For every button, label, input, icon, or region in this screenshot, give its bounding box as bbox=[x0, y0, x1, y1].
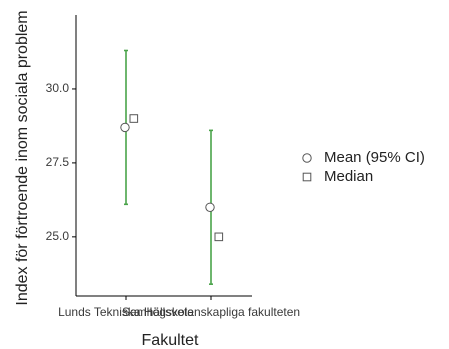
median-point bbox=[214, 232, 224, 242]
legend-median-marker bbox=[302, 172, 312, 182]
y-tick-label: 30.0 bbox=[46, 81, 70, 95]
legend-mean-label: Mean (95% CI) bbox=[324, 149, 425, 166]
x-tick-label: Samhällsvetenskapliga fakulteten bbox=[122, 305, 300, 319]
legend-mean-marker bbox=[302, 153, 312, 163]
mean-point bbox=[120, 122, 130, 133]
y-axis-title: Index för förtroende inom sociala proble… bbox=[14, 10, 31, 305]
x-axis: Lunds Tekniska HögskolaSamhällsvetenskap… bbox=[58, 295, 300, 349]
legend: Mean (95% CI) Median bbox=[302, 149, 425, 185]
x-axis-title: Fakultet bbox=[142, 332, 199, 349]
x-tick-label: Lunds Tekniska Högskola bbox=[58, 305, 194, 319]
y-tick-label: 25.0 bbox=[46, 229, 70, 243]
mean-point bbox=[205, 202, 215, 212]
legend-median-label: Median bbox=[324, 168, 373, 185]
y-axis: 25.0 27.5 30.0 Index för förtroende inom s… bbox=[14, 10, 77, 306]
median-point bbox=[129, 114, 139, 123]
plot-area bbox=[120, 49, 224, 285]
y-tick-label: 27.5 bbox=[46, 155, 70, 169]
